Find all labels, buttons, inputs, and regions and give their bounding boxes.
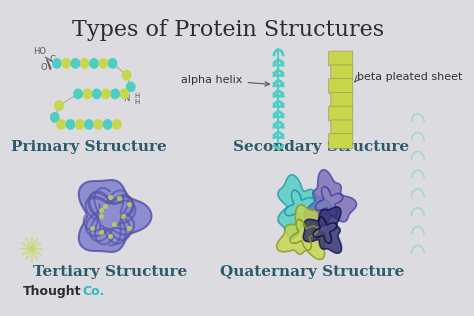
Circle shape — [51, 113, 59, 122]
Circle shape — [57, 120, 65, 129]
Circle shape — [122, 70, 131, 80]
Polygon shape — [303, 207, 342, 253]
Circle shape — [53, 59, 61, 68]
Text: Quaternary Structure: Quaternary Structure — [220, 265, 404, 279]
Circle shape — [81, 59, 89, 68]
Polygon shape — [79, 180, 152, 252]
Circle shape — [120, 89, 128, 99]
FancyBboxPatch shape — [328, 134, 353, 149]
Text: Secondary Structure: Secondary Structure — [233, 140, 409, 154]
Circle shape — [55, 101, 63, 110]
Circle shape — [74, 89, 82, 99]
Circle shape — [90, 59, 98, 68]
Circle shape — [101, 89, 110, 99]
Circle shape — [109, 59, 117, 68]
Circle shape — [111, 89, 119, 99]
Circle shape — [92, 89, 101, 99]
FancyBboxPatch shape — [328, 51, 353, 66]
Circle shape — [85, 120, 93, 129]
Polygon shape — [278, 175, 331, 239]
Text: alpha helix: alpha helix — [181, 75, 269, 86]
Polygon shape — [304, 170, 356, 226]
Circle shape — [99, 59, 108, 68]
FancyBboxPatch shape — [331, 120, 353, 135]
Polygon shape — [277, 205, 326, 259]
Circle shape — [62, 59, 71, 68]
Text: H: H — [135, 99, 140, 105]
FancyBboxPatch shape — [328, 79, 353, 93]
Circle shape — [71, 59, 80, 68]
Circle shape — [127, 82, 135, 92]
Circle shape — [83, 89, 91, 99]
Text: N: N — [123, 94, 130, 103]
Text: C: C — [50, 55, 55, 64]
Circle shape — [66, 120, 74, 129]
Text: HO: HO — [34, 47, 46, 56]
Text: beta pleated sheet: beta pleated sheet — [356, 72, 462, 82]
FancyBboxPatch shape — [331, 92, 353, 107]
Text: Primary Structure: Primary Structure — [11, 140, 166, 154]
Text: Thought: Thought — [23, 285, 82, 298]
Circle shape — [103, 120, 112, 129]
Text: H: H — [135, 93, 140, 99]
Circle shape — [94, 120, 102, 129]
Text: Co.: Co. — [82, 285, 105, 298]
Text: Tertiary Structure: Tertiary Structure — [33, 265, 187, 279]
Circle shape — [75, 120, 84, 129]
FancyBboxPatch shape — [331, 65, 353, 80]
Text: O: O — [41, 64, 47, 72]
FancyBboxPatch shape — [328, 106, 353, 121]
Text: Types of Protein Structures: Types of Protein Structures — [72, 19, 384, 41]
Circle shape — [113, 120, 121, 129]
